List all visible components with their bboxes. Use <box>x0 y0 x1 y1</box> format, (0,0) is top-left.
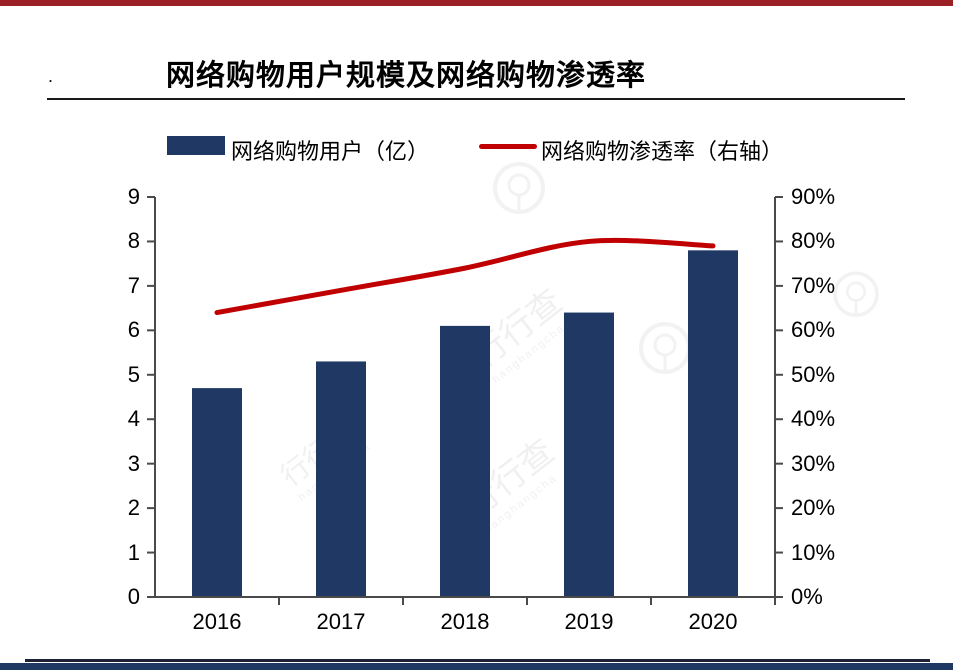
penetration-rate-line <box>214 237 716 316</box>
y-right-tick-label: 20% <box>791 495 836 521</box>
y-right-tick-label: 30% <box>791 450 836 476</box>
y-right-tick-label: 50% <box>791 361 836 387</box>
legend-line-swatch <box>479 144 537 149</box>
x-axis-category-label: 2017 <box>316 609 366 634</box>
title-divider <box>47 98 905 100</box>
y-right-tick-label: 40% <box>791 406 836 432</box>
y-left-tick-label: 1 <box>127 539 140 565</box>
bar-2019 <box>564 312 614 597</box>
y-right-tick-label: 70% <box>791 272 836 298</box>
x-axis-category-label: 2016 <box>192 609 242 634</box>
bar-2018 <box>440 325 490 597</box>
bottom-border-bar <box>0 663 953 670</box>
y-right-tick-label: 80% <box>791 228 836 254</box>
x-axis-category-label: 2018 <box>440 609 490 634</box>
x-axis-category-label: 2019 <box>564 609 614 634</box>
x-axis-category-label: 2020 <box>688 609 738 634</box>
y-right-tick-label: 10% <box>791 539 836 565</box>
chart-title: 网络购物用户规模及网络购物渗透率 <box>166 60 647 92</box>
y-left-tick-label: 6 <box>127 317 140 343</box>
bar-2016 <box>192 388 242 597</box>
y-left-tick-label: 0 <box>127 584 140 609</box>
legend-bar-label: 网络购物用户（亿） <box>231 139 430 164</box>
bottom-divider <box>25 659 930 662</box>
y-left-tick-label: 9 <box>127 184 140 209</box>
y-right-tick-label: 90% <box>791 184 836 209</box>
bar-2017 <box>316 361 366 597</box>
y-left-tick-label: 7 <box>127 272 140 298</box>
y-right-tick-label: 0% <box>791 584 823 609</box>
y-left-tick-label: 8 <box>127 228 140 254</box>
y-left-tick-label: 5 <box>127 361 140 387</box>
legend-bar-swatch <box>167 136 225 155</box>
y-left-tick-label: 3 <box>127 450 140 476</box>
y-left-tick-label: 4 <box>127 406 140 432</box>
stray-mark: . <box>48 66 54 86</box>
y-right-tick-label: 60% <box>791 317 836 343</box>
legend-line-label: 网络购物渗透率（右轴） <box>541 139 784 164</box>
bar-2020 <box>688 250 738 598</box>
top-border-bar <box>0 0 953 6</box>
y-left-tick-label: 2 <box>127 495 140 521</box>
